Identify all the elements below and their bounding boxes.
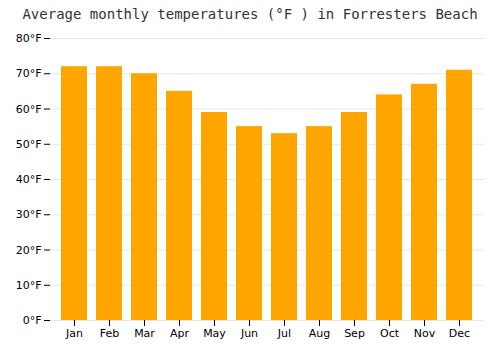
svg-text:50°F: 50°F <box>16 138 42 151</box>
svg-text:20°F: 20°F <box>16 244 42 257</box>
svg-text:Jul: Jul <box>277 327 291 340</box>
svg-text:40°F: 40°F <box>16 173 42 186</box>
html-text:Average monthly temperatures (: Average monthly temperatures (°F ) in Fo… <box>22 6 478 22</box>
svg-text:May: May <box>203 327 226 340</box>
svg-text:Apr: Apr <box>170 327 190 340</box>
svg-text:Nov: Nov <box>414 327 436 340</box>
svg-text:Feb: Feb <box>100 327 119 340</box>
svg-text:Jan: Jan <box>65 327 83 340</box>
svg-text:Dec: Dec <box>449 327 470 340</box>
svg-text:60°F: 60°F <box>16 103 42 116</box>
svg-text:Aug: Aug <box>309 327 330 340</box>
svg-text:Jun: Jun <box>240 327 258 340</box>
svg-text:0°F: 0°F <box>23 314 42 327</box>
svg-text:80°F: 80°F <box>16 32 42 45</box>
svg-text:10°F: 10°F <box>16 279 42 292</box>
svg-text:70°F: 70°F <box>16 67 42 80</box>
svg-text:Oct: Oct <box>380 327 400 340</box>
svg-text:Sep: Sep <box>344 327 365 340</box>
svg-text:30°F: 30°F <box>16 208 42 221</box>
svg-text:Mar: Mar <box>134 327 155 340</box>
